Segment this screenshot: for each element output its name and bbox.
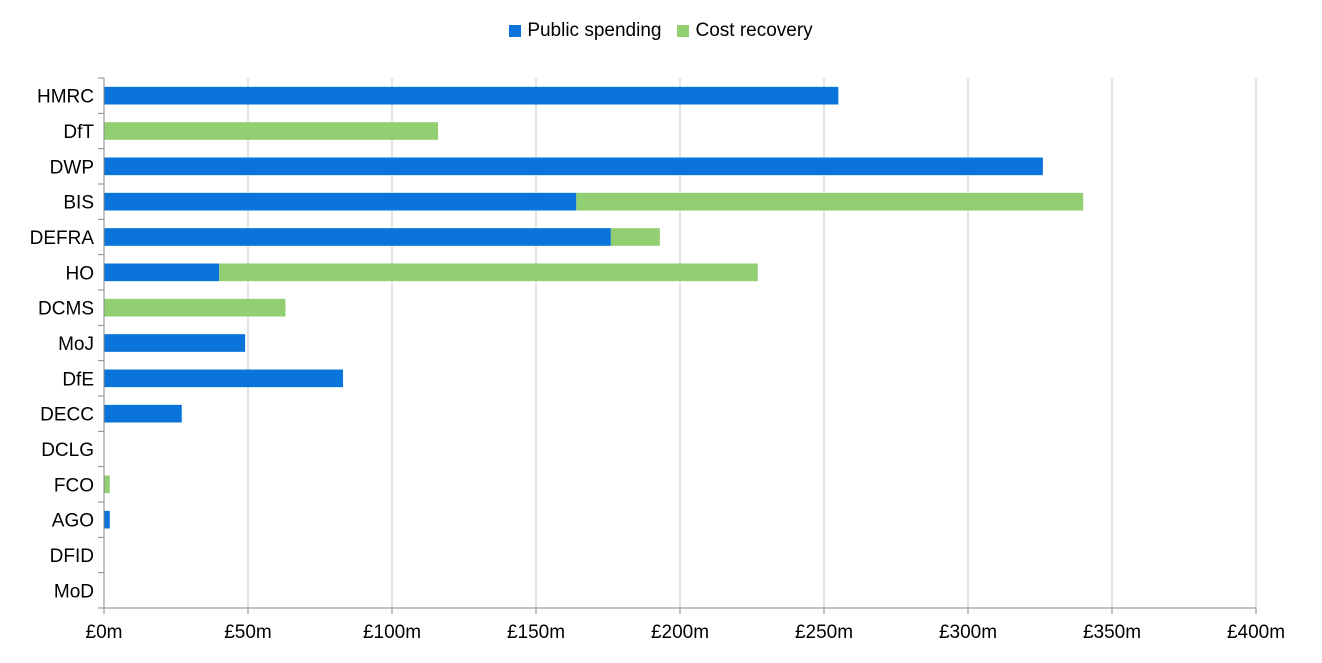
legend-item-public-spending: Public spending xyxy=(509,20,661,42)
bar-public-spending xyxy=(104,86,839,105)
y-category-label: DCLG xyxy=(41,440,94,461)
bar-public-spending xyxy=(104,157,1043,176)
y-category-label: DFID xyxy=(50,546,94,567)
bar-public-spending xyxy=(104,404,182,423)
bar-cost-recovery xyxy=(610,228,660,246)
x-tick-label: £50m xyxy=(224,622,272,643)
bar-public-spending xyxy=(104,510,110,529)
legend-swatch-cost-recovery xyxy=(677,25,690,37)
x-tick-label: £0m xyxy=(86,622,123,643)
legend-label-public-spending: Public spending xyxy=(527,20,662,41)
y-category-label: HMRC xyxy=(37,87,94,108)
x-tick-label: £100m xyxy=(363,622,421,643)
y-category-label: DfT xyxy=(63,122,94,143)
legend-swatch-public-spending xyxy=(509,25,522,37)
x-tick-label: £250m xyxy=(795,622,853,643)
legend-label-cost-recovery: Cost recovery xyxy=(695,20,813,41)
bar-cost-recovery xyxy=(104,475,110,494)
bar-public-spending xyxy=(104,369,344,388)
y-category-label: DCMS xyxy=(38,299,94,320)
bar-public-spending xyxy=(104,192,577,211)
bar-cost-recovery xyxy=(104,298,286,317)
legend-item-cost-recovery: Cost recovery xyxy=(677,20,813,42)
y-category-label: AGO xyxy=(52,511,94,532)
bar-public-spending xyxy=(104,334,246,352)
x-tick-label: £400m xyxy=(1227,622,1285,643)
y-category-label: MoJ xyxy=(58,334,94,355)
bar-cost-recovery xyxy=(104,122,439,140)
y-category-label: FCO xyxy=(54,475,94,496)
y-category-label: MoD xyxy=(54,581,94,602)
bar-cost-recovery xyxy=(219,263,758,282)
bar-public-spending xyxy=(104,228,611,246)
y-category-label: DEFRA xyxy=(30,228,95,249)
x-tick-label: £350m xyxy=(1083,622,1141,643)
y-category-label: BIS xyxy=(63,193,94,214)
bar-cost-recovery xyxy=(576,192,1084,211)
x-tick-label: £300m xyxy=(939,622,997,643)
x-tick-label: £200m xyxy=(651,622,709,643)
y-category-label: DWP xyxy=(50,157,94,178)
y-category-label: HO xyxy=(66,263,95,284)
bar-public-spending xyxy=(104,263,220,282)
x-tick-label: £150m xyxy=(507,622,565,643)
y-category-label: DECC xyxy=(40,405,94,426)
chart-legend: Public spending Cost recovery xyxy=(0,20,1322,42)
y-category-label: DfE xyxy=(62,369,94,390)
